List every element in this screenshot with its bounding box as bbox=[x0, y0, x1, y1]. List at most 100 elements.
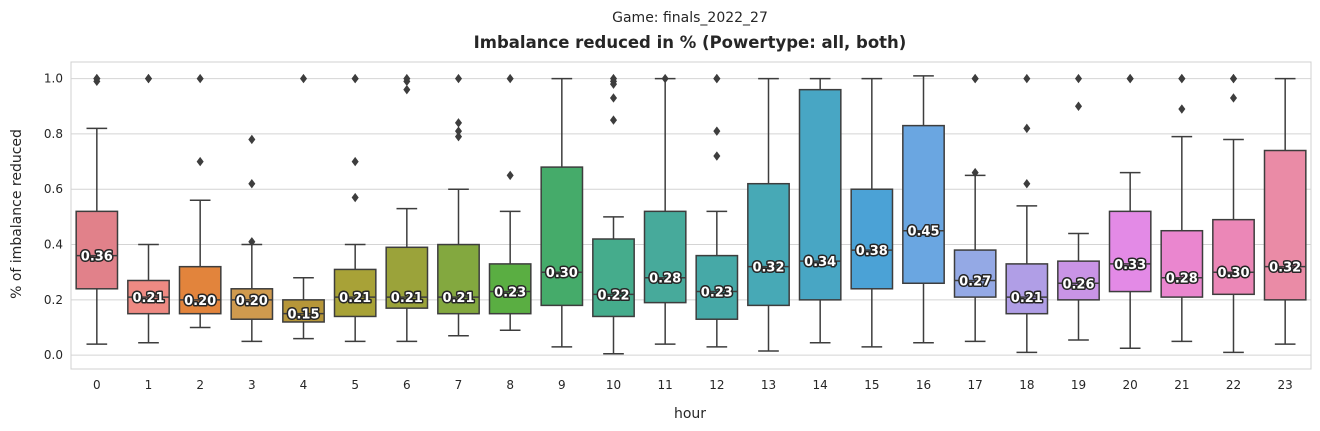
box-3 bbox=[230, 288, 274, 320]
x-tick-label: 23 bbox=[1278, 378, 1293, 392]
median-label: 0.33 bbox=[1114, 258, 1146, 273]
outlier-point bbox=[1229, 93, 1238, 103]
outlier-point bbox=[713, 126, 721, 136]
x-tick-label: 19 bbox=[1071, 378, 1086, 392]
median-label: 0.28 bbox=[649, 272, 681, 287]
plot-frame bbox=[70, 61, 1312, 370]
y-tick-label: 0.4 bbox=[44, 238, 63, 252]
box-8 bbox=[488, 263, 532, 315]
median-label: 0.21 bbox=[1011, 291, 1043, 306]
box-20 bbox=[1108, 210, 1152, 293]
median-label: 0.21 bbox=[339, 291, 371, 306]
median-label: 0.27 bbox=[959, 274, 991, 289]
y-tick-label: 0.8 bbox=[44, 127, 63, 141]
x-tick-label: 5 bbox=[351, 378, 359, 392]
x-tick-label: 1 bbox=[145, 378, 153, 392]
box-18 bbox=[1005, 263, 1049, 315]
x-tick-label: 8 bbox=[506, 378, 514, 392]
x-tick-label: 13 bbox=[761, 378, 776, 392]
box-14 bbox=[798, 88, 842, 301]
plot-area: 0.0 0.2 0.4 0.6 0.8 1.0 0.36 0 0.21 1 0.20 2 0.20 3 0.… bbox=[44, 61, 1312, 392]
outlier-point bbox=[93, 73, 101, 84]
x-tick-label: 10 bbox=[606, 378, 621, 392]
y-tick-label: 1.0 bbox=[44, 72, 63, 86]
x-tick-label: 22 bbox=[1226, 378, 1241, 392]
outlier-point bbox=[1178, 73, 1186, 84]
x-tick-label: 7 bbox=[455, 378, 463, 392]
median-label: 0.34 bbox=[804, 255, 836, 270]
y-tick-label: 0.2 bbox=[44, 293, 63, 307]
y-tick-label: 0.6 bbox=[44, 182, 63, 196]
chart-title: Imbalance reduced in % (Powertype: all, … bbox=[474, 33, 907, 52]
x-tick-label: 21 bbox=[1174, 378, 1189, 392]
x-tick-label: 14 bbox=[813, 378, 828, 392]
box-22 bbox=[1212, 218, 1255, 296]
median-label: 0.20 bbox=[236, 294, 268, 309]
x-tick-label: 0 bbox=[93, 378, 101, 392]
outlier-point bbox=[351, 73, 359, 84]
outlier-point bbox=[1023, 73, 1031, 84]
box-4 bbox=[282, 299, 325, 323]
outlier-point bbox=[454, 73, 463, 84]
outlier-point bbox=[1178, 104, 1186, 114]
x-tick-label: 2 bbox=[196, 378, 204, 392]
outlier-point bbox=[144, 73, 153, 84]
box-10 bbox=[592, 238, 635, 318]
y-tick-label: 0.0 bbox=[44, 348, 63, 362]
x-tick-label: 4 bbox=[300, 378, 308, 392]
outlier-point bbox=[351, 192, 359, 203]
outlier-point bbox=[403, 73, 411, 84]
box-0 bbox=[75, 210, 119, 290]
outlier-point bbox=[248, 134, 256, 145]
x-tick-label: 20 bbox=[1123, 378, 1138, 392]
box-2 bbox=[178, 265, 222, 315]
median-label: 0.23 bbox=[494, 286, 526, 301]
chart-suptitle: Game: finals_2022_27 bbox=[612, 10, 768, 26]
median-label: 0.20 bbox=[184, 294, 216, 309]
outlier-point bbox=[403, 84, 411, 95]
box-13 bbox=[747, 182, 790, 307]
outlier-point bbox=[1074, 101, 1083, 111]
outlier-point bbox=[1229, 73, 1238, 84]
outlier-point bbox=[248, 178, 256, 189]
box-11 bbox=[643, 210, 687, 304]
x-tick-label: 11 bbox=[658, 378, 673, 392]
box-12 bbox=[695, 254, 739, 320]
box-17 bbox=[953, 249, 997, 298]
outlier-point bbox=[506, 170, 514, 181]
y-axis-label: % of imbalance reduced bbox=[9, 129, 25, 299]
outlier-point bbox=[971, 73, 979, 84]
outlier-point bbox=[609, 73, 618, 84]
x-tick-label: 6 bbox=[403, 378, 411, 392]
median-label: 0.23 bbox=[701, 286, 733, 301]
median-label: 0.36 bbox=[81, 250, 113, 265]
outlier-point bbox=[1023, 178, 1031, 189]
median-label: 0.32 bbox=[752, 261, 784, 276]
box-6 bbox=[385, 246, 429, 309]
outlier-point bbox=[506, 73, 514, 84]
x-tick-label: 12 bbox=[709, 378, 724, 392]
x-tick-label: 16 bbox=[916, 378, 931, 392]
x-tick-label: 15 bbox=[864, 378, 879, 392]
outlier-point bbox=[713, 151, 721, 161]
outlier-point bbox=[971, 167, 979, 178]
median-label: 0.38 bbox=[856, 244, 888, 259]
x-tick-label: 18 bbox=[1019, 378, 1034, 392]
x-tick-label: 9 bbox=[558, 378, 566, 392]
box-23 bbox=[1263, 149, 1307, 301]
outlier-point bbox=[1126, 73, 1134, 84]
outlier-point bbox=[1074, 73, 1083, 84]
outlier-point bbox=[196, 73, 204, 84]
outlier-point bbox=[454, 126, 463, 136]
median-label: 0.45 bbox=[907, 225, 939, 240]
outlier-point bbox=[454, 118, 463, 128]
outlier-point bbox=[661, 73, 669, 84]
box-5 bbox=[333, 268, 377, 318]
outlier-point bbox=[299, 73, 308, 84]
median-label: 0.26 bbox=[1062, 277, 1094, 292]
outlier-point bbox=[248, 237, 256, 247]
median-label: 0.30 bbox=[546, 266, 578, 281]
x-tick-label: 3 bbox=[248, 378, 256, 392]
box-16 bbox=[902, 124, 945, 285]
